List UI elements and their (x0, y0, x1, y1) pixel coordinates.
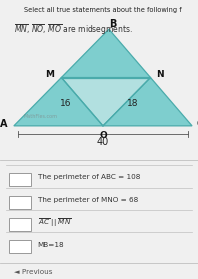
FancyBboxPatch shape (9, 196, 31, 209)
Polygon shape (61, 78, 150, 126)
Text: The perimeter of ABC = 108: The perimeter of ABC = 108 (38, 174, 140, 180)
Text: 40: 40 (97, 138, 109, 147)
Polygon shape (14, 29, 192, 126)
Text: 16: 16 (60, 99, 71, 108)
FancyBboxPatch shape (9, 218, 31, 231)
FancyBboxPatch shape (9, 173, 31, 186)
Text: M: M (45, 70, 54, 79)
Text: A: A (0, 119, 8, 129)
Text: B: B (109, 19, 117, 29)
Text: Select all true statements about the following f: Select all true statements about the fol… (24, 7, 182, 13)
Text: O: O (99, 131, 107, 140)
Text: $\overline{MN}$, $\overline{NO}$, $\overline{MO}$ are midsegments.: $\overline{MN}$, $\overline{NO}$, $\over… (14, 22, 133, 37)
Text: N: N (157, 70, 164, 79)
Text: $\overline{AC}$ || $\overline{MN}$: $\overline{AC}$ || $\overline{MN}$ (38, 216, 71, 229)
Text: MB=18: MB=18 (38, 242, 64, 248)
Text: The perimeter of MNO = 68: The perimeter of MNO = 68 (38, 198, 138, 203)
Text: C: C (196, 119, 198, 129)
Text: MathFles.com: MathFles.com (24, 114, 58, 119)
FancyBboxPatch shape (9, 240, 31, 253)
Text: 18: 18 (127, 99, 138, 108)
Text: ◄ Previous: ◄ Previous (14, 269, 52, 275)
